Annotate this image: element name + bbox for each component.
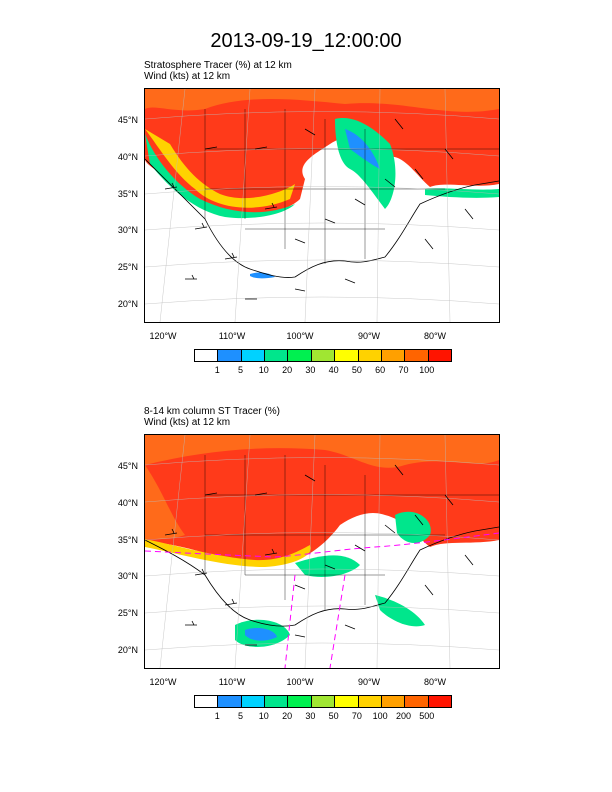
lat-label: 25°N: [117, 262, 138, 272]
tracer-field-orange: [145, 89, 499, 112]
lon-label: 90°W: [357, 677, 381, 687]
colorbar-label: 60: [375, 365, 386, 375]
lat-label: 20°N: [117, 645, 138, 655]
lon-label: 110°W: [218, 677, 246, 687]
lat-label: 40°N: [117, 498, 138, 508]
coastline: [145, 526, 499, 627]
colorbar-label: 40: [328, 365, 339, 375]
colorbar-label: 100: [419, 365, 435, 375]
panel-2-subtitle-line2: Wind (kts) at 12 km: [144, 417, 231, 428]
panel-1-subtitle-line1: Stratosphere Tracer (%) at 12 km: [144, 60, 292, 71]
panel-2-subtitle-line1: 8-14 km column ST Tracer (%): [144, 406, 280, 417]
colorbar-label: 500: [419, 711, 435, 721]
tracer-field-high: [145, 89, 499, 216]
colorbar-swatch: [405, 696, 429, 707]
colorbar-label: 5: [238, 365, 244, 375]
colorbar-1: [194, 349, 452, 362]
colorbar-swatch: [218, 350, 242, 361]
colorbar-swatch: [241, 350, 266, 361]
lat-label: 45°N: [117, 461, 138, 471]
colorbar-swatch: [428, 696, 451, 707]
colorbar-label: 30: [305, 365, 316, 375]
tracer-field-low-3: [245, 627, 277, 641]
colorbar-swatch: [358, 696, 382, 707]
colorbar-label: 70: [351, 711, 362, 721]
colorbar-swatch: [381, 696, 406, 707]
lat-label: 40°N: [117, 152, 138, 162]
lat-label: 20°N: [117, 299, 138, 309]
tracer-field-low-4: [375, 595, 425, 627]
colorbar-label: 100: [372, 711, 388, 721]
colorbar-swatch: [335, 696, 359, 707]
colorbar-label: 30: [305, 711, 316, 721]
colorbar-label: 1: [214, 711, 220, 721]
colorbar-swatch: [288, 350, 312, 361]
map-panel-2: [144, 434, 500, 669]
colorbar-swatch: [241, 696, 266, 707]
colorbar-label: 50: [328, 711, 339, 721]
colorbar-swatch: [358, 350, 382, 361]
colorbar-swatch: [218, 696, 242, 707]
tracer-field-low-4: [425, 188, 499, 198]
lon-label: 90°W: [357, 331, 381, 341]
colorbar-label: 1: [214, 365, 220, 375]
map-panel-1: [144, 88, 500, 323]
tracer-field-high: [145, 435, 499, 564]
lat-label: 45°N: [117, 115, 138, 125]
lat-label: 35°N: [117, 189, 138, 199]
tracer-field-mid: [145, 539, 311, 567]
colorbar-label: 10: [258, 365, 269, 375]
lat-label: 30°N: [117, 225, 138, 235]
lon-label: 120°W: [149, 677, 177, 687]
lon-label: 120°W: [149, 331, 177, 341]
colorbar-label: 20: [282, 365, 293, 375]
tracer-field-orange-2: [145, 465, 185, 540]
colorbar-swatch: [381, 350, 406, 361]
tracer-field-low-5: [250, 272, 275, 279]
colorbar-label: 70: [398, 365, 409, 375]
colorbar-label: 20: [282, 711, 293, 721]
colorbar-swatch: [265, 350, 289, 361]
colorbar-swatch: [195, 350, 219, 361]
colorbar-swatch: [288, 696, 312, 707]
colorbar-swatch: [335, 350, 359, 361]
colorbar-swatch: [311, 350, 336, 361]
coastline: [145, 158, 499, 278]
main-title: 2013-09-19_12:00:00: [210, 30, 402, 52]
colorbar-swatch: [195, 696, 219, 707]
tracer-field-low-5: [395, 511, 431, 544]
colorbar-label: 50: [351, 365, 362, 375]
graticule: [145, 89, 499, 322]
colorbar-swatch: [311, 696, 336, 707]
panel-1-subtitle: Stratosphere Tracer (%) at 12 km Wind (k…: [144, 60, 292, 82]
colorbar-label: 5: [238, 711, 244, 721]
lat-label: 35°N: [117, 535, 138, 545]
wind-barbs: [164, 118, 474, 300]
tracer-field-low: [145, 134, 295, 219]
colorbar-swatch: [265, 696, 289, 707]
lon-label: 110°W: [218, 331, 246, 341]
dashed-contour: [145, 532, 499, 668]
panel-2-subtitle: 8-14 km column ST Tracer (%) Wind (kts) …: [144, 406, 280, 428]
colorbar-swatch: [428, 350, 451, 361]
wind-barbs: [164, 464, 474, 646]
lon-label: 100°W: [286, 331, 314, 341]
lat-label: 25°N: [117, 608, 138, 618]
graticule: [145, 435, 499, 668]
colorbar-2: [194, 695, 452, 708]
lon-label: 80°W: [423, 331, 447, 341]
tracer-field-mid: [145, 129, 295, 208]
lat-label: 30°N: [117, 571, 138, 581]
lon-label: 80°W: [423, 677, 447, 687]
colorbar-label: 200: [395, 711, 411, 721]
panel-1-subtitle-line2: Wind (kts) at 12 km: [144, 71, 231, 82]
colorbar-swatch: [405, 350, 429, 361]
colorbar-label: 10: [258, 711, 269, 721]
lon-label: 100°W: [286, 677, 314, 687]
